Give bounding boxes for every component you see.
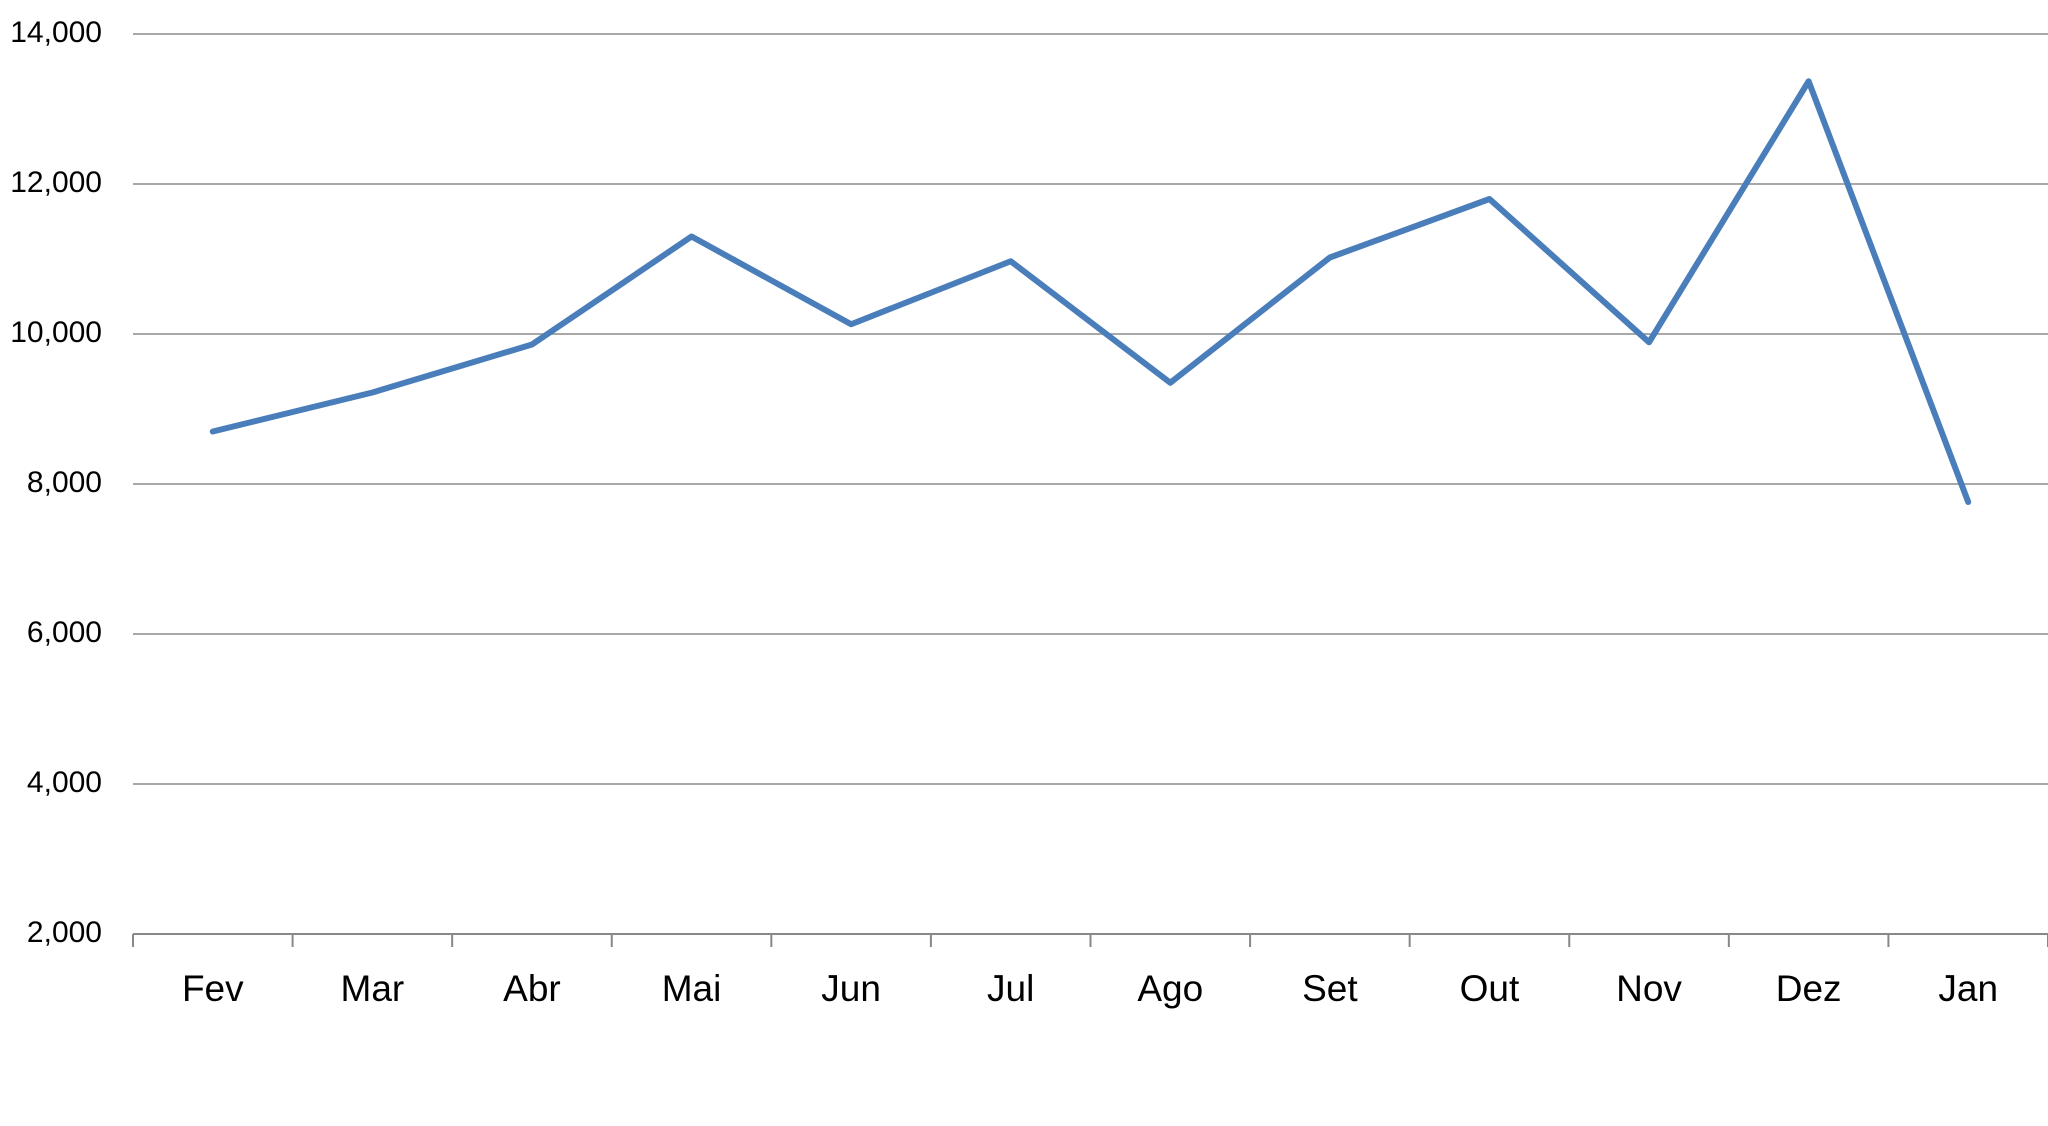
data-line — [209, 78, 1972, 505]
x-tick-label: Abr — [503, 968, 561, 1009]
x-tick-label: Ago — [1137, 968, 1203, 1009]
x-tick-label: Nov — [1616, 968, 1682, 1009]
x-tick-label: Jul — [987, 968, 1034, 1009]
y-tick-label: 2,000 — [27, 916, 102, 949]
x-tick-label: Mai — [662, 968, 722, 1009]
y-tick-label: 12,000 — [10, 166, 102, 199]
x-tick-label: Set — [1302, 968, 1358, 1009]
x-tick-label: Jun — [821, 968, 881, 1009]
y-tick-label: 4,000 — [27, 766, 102, 799]
x-tick-label: Out — [1460, 968, 1520, 1009]
y-tick-label: 8,000 — [27, 466, 102, 499]
y-tick-label: 10,000 — [10, 316, 102, 349]
x-tick-label: Mar — [341, 968, 405, 1009]
x-tick-label: Fev — [182, 968, 244, 1009]
y-tick-label: 14,000 — [10, 16, 102, 49]
x-tick-label: Jan — [1938, 968, 1998, 1009]
y-tick-label: 6,000 — [27, 616, 102, 649]
x-tick-label: Dez — [1776, 968, 1842, 1009]
